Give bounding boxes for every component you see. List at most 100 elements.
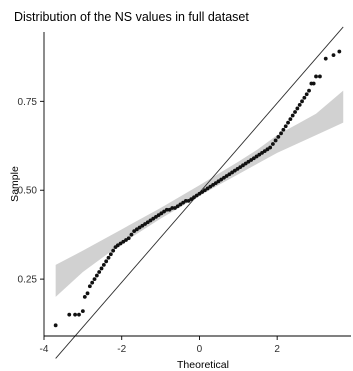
data-point: [90, 280, 95, 285]
data-point: [104, 259, 109, 264]
y-tick-label: 0.75: [18, 97, 38, 108]
data-point: [162, 209, 166, 214]
data-point: [189, 197, 194, 202]
data-point: [167, 207, 172, 212]
data-point: [186, 198, 191, 203]
data-point: [53, 323, 58, 328]
data-point: [232, 168, 237, 173]
data-point: [80, 309, 85, 314]
data-point: [211, 182, 215, 187]
data-point: [304, 92, 309, 97]
data-point: [170, 206, 175, 210]
data-point: [178, 202, 183, 207]
data-point: [307, 88, 311, 93]
data-point: [159, 211, 164, 216]
data-point: [77, 312, 81, 317]
data-point: [156, 213, 161, 218]
data-point: [224, 174, 229, 178]
data-point: [140, 223, 145, 228]
x-tick-label: 2: [274, 344, 280, 355]
data-point: [129, 232, 134, 237]
data-point: [235, 166, 240, 171]
axes: -4 -2 0 2 0.25 0.50 0.75: [18, 32, 351, 355]
data-point: [82, 294, 87, 299]
data-point: [134, 227, 139, 232]
data-point: [183, 198, 188, 203]
data-point: [270, 142, 275, 146]
data-point: [279, 131, 283, 136]
data-point: [145, 220, 150, 225]
data-point: [251, 156, 256, 161]
x-axis-ticks: -4 -2 0 2: [40, 336, 280, 355]
data-point: [200, 190, 205, 194]
data-point: [323, 56, 328, 61]
data-point: [311, 81, 316, 86]
data-point: [175, 204, 180, 209]
data-point: [181, 200, 186, 205]
data-point: [101, 262, 106, 267]
data-point: [288, 117, 293, 122]
data-point: [154, 214, 158, 219]
data-point: [260, 150, 264, 155]
y-tick-label: 0.25: [18, 275, 38, 286]
data-point: [318, 74, 322, 79]
data-point: [97, 270, 102, 274]
data-point: [87, 284, 92, 289]
data-point: [273, 138, 278, 143]
data-point: [194, 193, 199, 198]
y-axis-ticks: 0.25 0.50 0.75: [18, 97, 44, 286]
data-point: [106, 255, 111, 260]
data-point: [99, 266, 104, 271]
data-point: [108, 252, 113, 257]
data-point: [283, 124, 288, 129]
data-point: [164, 207, 169, 212]
data-point: [331, 53, 336, 58]
x-axis-label: Theoretical: [177, 359, 229, 371]
data-point: [197, 191, 202, 196]
data-point: [85, 291, 90, 296]
data-point: [222, 175, 226, 180]
data-point: [300, 99, 304, 104]
data-point: [118, 241, 123, 246]
data-point: [249, 158, 254, 162]
data-point: [124, 238, 128, 242]
data-point: [241, 163, 245, 168]
data-point: [286, 120, 290, 125]
data-point: [67, 312, 72, 317]
data-point: [143, 222, 147, 226]
data-point: [94, 273, 99, 278]
data-point: [192, 195, 196, 200]
data-point: [151, 216, 156, 221]
data-point: [111, 248, 116, 253]
plot-area: [53, 26, 344, 359]
data-point: [265, 147, 270, 152]
data-point: [302, 95, 307, 100]
data-point: [293, 110, 297, 114]
data-point: [230, 170, 234, 175]
data-point: [148, 218, 153, 223]
data-point: [126, 236, 131, 241]
data-point: [219, 177, 224, 182]
data-point: [262, 149, 267, 154]
data-point: [213, 181, 218, 186]
data-point: [314, 74, 318, 79]
data-point: [290, 113, 295, 118]
data-point: [243, 161, 248, 166]
data-point: [297, 102, 302, 107]
data-point: [295, 106, 300, 111]
y-axis-label: Sample: [9, 166, 21, 202]
data-point: [257, 152, 262, 157]
data-point: [92, 277, 97, 282]
data-point: [238, 165, 243, 170]
x-tick-label: 0: [197, 344, 203, 355]
data-point: [137, 225, 142, 230]
data-point: [115, 243, 120, 248]
data-point: [173, 206, 177, 210]
data-point: [205, 186, 210, 191]
data-point: [268, 145, 273, 150]
data-point: [281, 127, 286, 132]
points-group: [53, 49, 342, 328]
chart-title: Distribution of the NS values in full da…: [14, 10, 249, 24]
data-point: [227, 172, 232, 177]
